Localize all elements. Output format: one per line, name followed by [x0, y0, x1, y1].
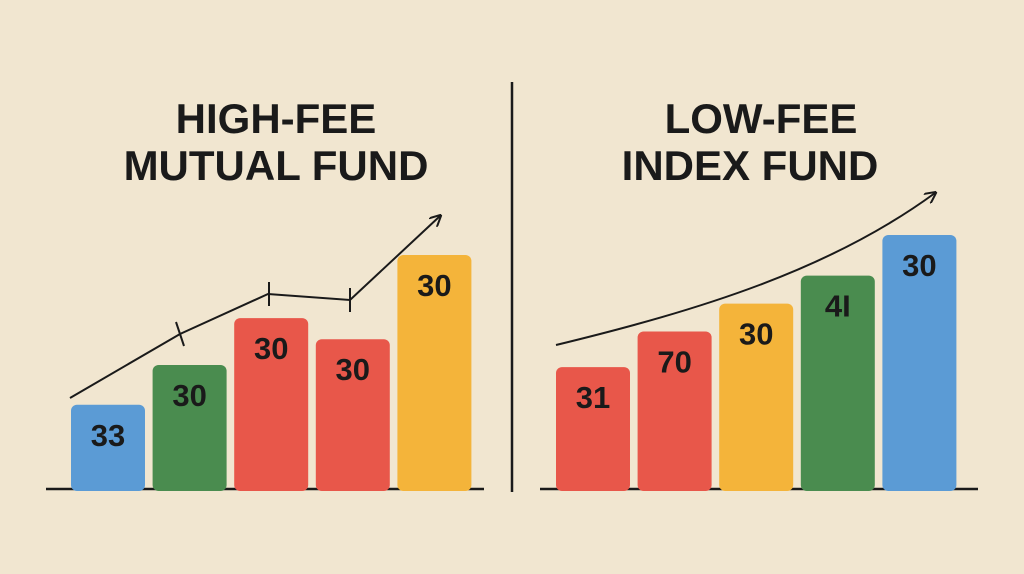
panel-low-fee: LOW-FEE INDEX FUND 31 70 30 4I 30 [540, 95, 978, 491]
bar-high-fee-4 [315, 339, 390, 491]
bar-label-low-fee-1: 31 [576, 380, 610, 415]
bars-high-fee: 33 30 30 30 30 [71, 255, 472, 491]
bars-low-fee: 31 70 30 4I 30 [556, 235, 957, 491]
panel-high-fee: HIGH-FEE MUTUAL FUND 33 30 30 30 30 [46, 95, 484, 491]
panel-title-high-fee-line-1: HIGH-FEE [176, 95, 377, 142]
bar-low-fee-1 [556, 367, 630, 491]
bar-label-high-fee-4: 30 [336, 352, 370, 387]
bar-low-fee-5 [882, 235, 957, 491]
panel-title-low-fee-line-1: LOW-FEE [665, 95, 858, 142]
bar-label-high-fee-1: 33 [91, 418, 125, 453]
trend-arrow-high-fee [69, 216, 440, 399]
trend-arrow-low-fee [555, 193, 935, 346]
bar-label-high-fee-5: 30 [417, 268, 451, 303]
bar-label-low-fee-2: 70 [657, 345, 691, 380]
bar-low-fee-2 [637, 331, 712, 491]
bar-label-low-fee-3: 30 [739, 317, 773, 352]
bar-label-low-fee-4: 4I [825, 289, 851, 324]
bar-high-fee-2 [152, 364, 227, 491]
panel-title-high-fee-line-2: MUTUAL FUND [124, 142, 429, 189]
bar-low-fee-4 [800, 275, 875, 491]
bar-high-fee-1 [71, 404, 145, 491]
bar-label-high-fee-2: 30 [172, 378, 206, 413]
bar-high-fee-3 [234, 318, 309, 491]
bar-label-low-fee-5: 30 [902, 248, 936, 283]
bar-label-high-fee-3: 30 [254, 331, 288, 366]
panel-title-low-fee-line-2: INDEX FUND [622, 142, 879, 189]
bar-high-fee-5 [397, 255, 472, 491]
bar-low-fee-3 [719, 303, 794, 491]
